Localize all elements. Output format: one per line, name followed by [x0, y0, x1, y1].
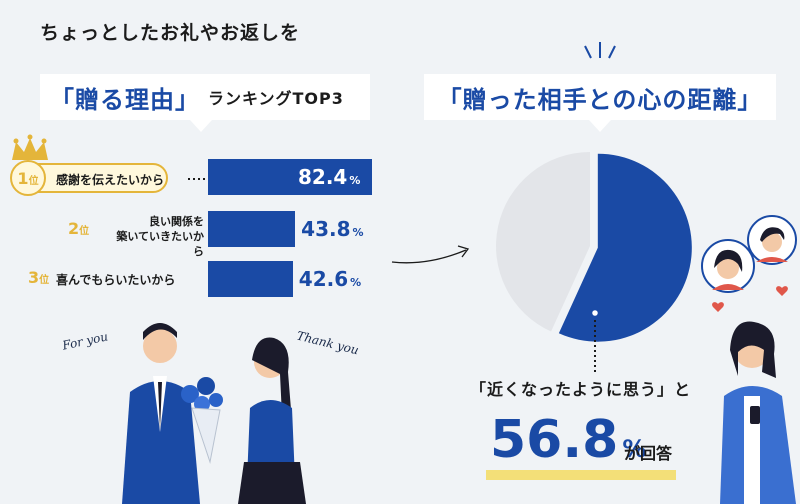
- left-title-bubble: 「贈る理由」 ランキングTOP3: [40, 74, 370, 132]
- gift-illustration: [122, 323, 306, 504]
- pie-slice-closer: [558, 153, 692, 342]
- answer-value: 56.8%: [490, 410, 647, 470]
- pie-slice-other: [496, 152, 590, 332]
- bar-value-rank1: 82.4%: [298, 165, 361, 189]
- right-title-bubble: 「贈った相手との心の距離」: [424, 74, 776, 132]
- rank2-label: 良い関係を 築いていきたいから: [116, 215, 204, 258]
- rank1-circle: 1位: [10, 160, 46, 196]
- right-title: 「贈った相手との心の距離」: [437, 85, 763, 114]
- rank2-number: 2位: [68, 219, 90, 238]
- rank1-number: 1位: [17, 168, 39, 188]
- rank3-label: 喜んでもらいたいから: [56, 273, 176, 287]
- rank3-number: 3位: [28, 268, 50, 287]
- answer-tail: が回答: [624, 444, 673, 463]
- heart-icon: [712, 302, 724, 312]
- answer-highlight: [486, 470, 676, 480]
- crown-icon: [12, 134, 48, 160]
- subtitle: ちょっとしたお礼やお返しを: [40, 22, 301, 44]
- rank1-label: 感謝を伝えたいから: [56, 173, 165, 187]
- bar-value-rank3: 42.6%: [298, 267, 362, 291]
- people-illustration: [701, 215, 797, 504]
- pie-chart: [496, 152, 692, 342]
- bar-value-rank2: 43.8%: [301, 217, 364, 241]
- spark-icon: [584, 42, 616, 59]
- pie-leader-line: [590, 308, 600, 374]
- heart-icon: [776, 286, 788, 296]
- bar-rank3: [208, 261, 293, 297]
- bar-rank2: [208, 211, 296, 247]
- left-title-main: 「贈る理由」: [50, 85, 200, 114]
- answer-label: 「近くなったように思う」と: [470, 380, 692, 399]
- arrow-icon: [391, 245, 470, 264]
- bar-rank1: [208, 159, 372, 195]
- left-title-tail: ランキングTOP3: [208, 89, 344, 108]
